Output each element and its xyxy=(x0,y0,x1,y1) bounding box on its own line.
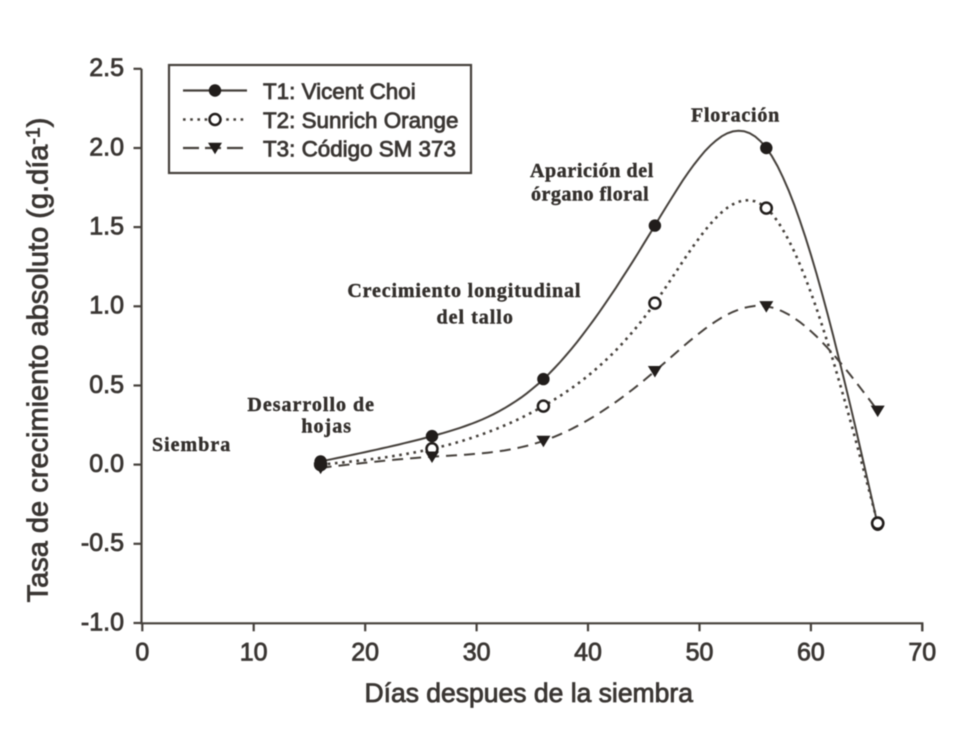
svg-text:10: 10 xyxy=(240,639,268,667)
svg-text:20: 20 xyxy=(351,639,379,667)
svg-text:Tasa de crecimiento absoluto (: Tasa de crecimiento absoluto (g.día-1) xyxy=(23,118,55,603)
svg-text:Crecimiento longitudinal: Crecimiento longitudinal xyxy=(347,280,581,302)
svg-text:Floración: Floración xyxy=(691,104,780,126)
svg-text:50: 50 xyxy=(686,639,714,667)
svg-text:40: 40 xyxy=(574,639,602,667)
svg-text:órgano floral: órgano floral xyxy=(531,184,649,206)
svg-text:0.5: 0.5 xyxy=(89,371,124,399)
svg-text:60: 60 xyxy=(797,639,825,667)
svg-text:T2: Sunrich Orange: T2: Sunrich Orange xyxy=(263,108,458,133)
svg-text:del tallo: del tallo xyxy=(437,307,514,329)
svg-text:1.0: 1.0 xyxy=(89,292,124,320)
svg-text:T1: Vicent Choi: T1: Vicent Choi xyxy=(263,79,416,104)
svg-text:Días despues de la siembra: Días despues de la siembra xyxy=(364,678,693,708)
svg-text:Desarrollo de: Desarrollo de xyxy=(247,394,375,416)
svg-text:30: 30 xyxy=(463,639,491,667)
svg-text:2.5: 2.5 xyxy=(89,54,124,82)
svg-text:2.0: 2.0 xyxy=(89,133,124,161)
svg-text:70: 70 xyxy=(908,639,936,667)
svg-text:T3: Código SM 373: T3: Código SM 373 xyxy=(263,137,456,162)
svg-text:hojas: hojas xyxy=(301,416,352,438)
svg-text:-0.5: -0.5 xyxy=(81,529,124,557)
svg-text:Siembra: Siembra xyxy=(152,434,231,456)
svg-text:1.5: 1.5 xyxy=(89,213,124,241)
svg-text:-1.0: -1.0 xyxy=(81,608,124,636)
svg-text:0: 0 xyxy=(135,639,149,667)
svg-text:Aparición del: Aparición del xyxy=(530,160,654,182)
svg-text:0.0: 0.0 xyxy=(89,450,124,478)
